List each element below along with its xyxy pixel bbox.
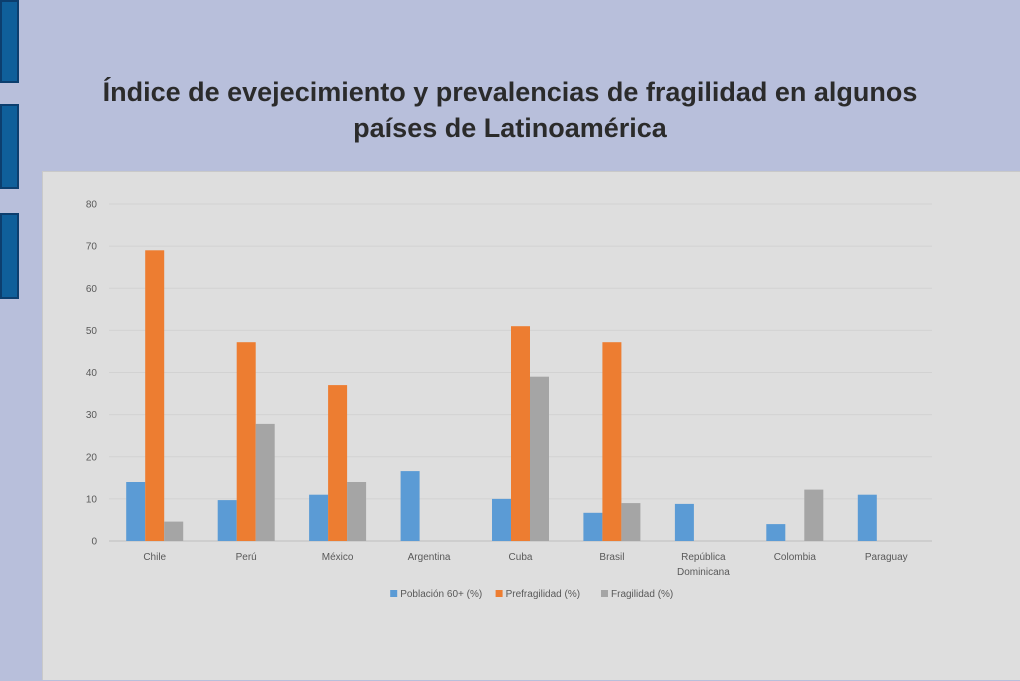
bar xyxy=(145,250,165,542)
legend-swatch xyxy=(601,590,608,597)
bar xyxy=(766,524,786,541)
legend-label: Población 60+ (%) xyxy=(400,589,482,600)
bar-chart: 0 10 20 30 40 50 60 70 80 Chile Perú México Argenti… xyxy=(86,200,932,600)
bar xyxy=(347,482,367,541)
left-decorative-tab xyxy=(0,213,19,299)
bar xyxy=(217,500,237,541)
bar xyxy=(530,376,549,541)
chart-panel: 0 10 20 30 40 50 60 70 80 Chile Perú México Argenti… xyxy=(42,171,1020,680)
bar xyxy=(328,385,348,541)
y-tick-label: 60 xyxy=(86,284,98,295)
slide-title-line-2: países de Latinoamérica xyxy=(353,113,667,143)
y-tick-label: 0 xyxy=(91,537,97,548)
legend-swatch xyxy=(390,590,398,597)
x-tick-label: República Dominicana xyxy=(677,552,730,578)
legend-label: Prefragilidad (%) xyxy=(506,589,580,600)
bar xyxy=(255,423,275,541)
y-axis-ticks: 0 10 20 30 40 50 60 70 80 xyxy=(86,200,98,548)
x-tick-label: Paraguay xyxy=(865,552,908,563)
bar xyxy=(236,342,256,541)
bar xyxy=(400,471,420,541)
y-tick-label: 80 xyxy=(86,200,98,211)
y-tick-label: 40 xyxy=(86,368,98,379)
legend: Población 60+ (%) Prefragilidad (%) Fragil… xyxy=(390,589,673,600)
x-tick-label: Argentina xyxy=(408,552,451,563)
x-tick-label: Cuba xyxy=(509,552,533,563)
x-tick-label: Brasil xyxy=(599,552,624,563)
bar xyxy=(126,482,146,541)
left-decorative-tab xyxy=(0,104,19,189)
bar xyxy=(309,494,329,541)
bar xyxy=(164,521,184,541)
bar xyxy=(511,326,530,541)
y-tick-label: 20 xyxy=(86,452,98,463)
bar xyxy=(674,503,694,541)
legend-label: Fragilidad (%) xyxy=(611,589,673,600)
x-axis-labels: Chile Perú México Argentina Cuba Brasil Repúbl… xyxy=(143,552,907,578)
bar xyxy=(621,503,641,541)
bar xyxy=(857,494,877,541)
x-tick-label: México xyxy=(322,552,354,563)
x-tick-label: Perú xyxy=(236,552,257,563)
bar xyxy=(492,498,511,541)
slide-title-line-1: Índice de evejecimiento y prevalencias d… xyxy=(102,77,918,107)
bar xyxy=(583,512,603,541)
x-tick-label: Chile xyxy=(143,552,166,563)
bar xyxy=(804,489,824,541)
y-tick-label: 70 xyxy=(86,242,98,253)
bar xyxy=(602,342,622,541)
left-decorative-tab xyxy=(0,0,19,83)
y-tick-label: 50 xyxy=(86,326,98,337)
bars xyxy=(126,250,877,542)
x-tick-label: Colombia xyxy=(774,552,817,563)
y-tick-label: 30 xyxy=(86,410,98,421)
slide-title: Índice de evejecimiento y prevalencias d… xyxy=(50,74,970,146)
legend-swatch xyxy=(495,590,503,597)
y-tick-label: 10 xyxy=(86,494,98,505)
